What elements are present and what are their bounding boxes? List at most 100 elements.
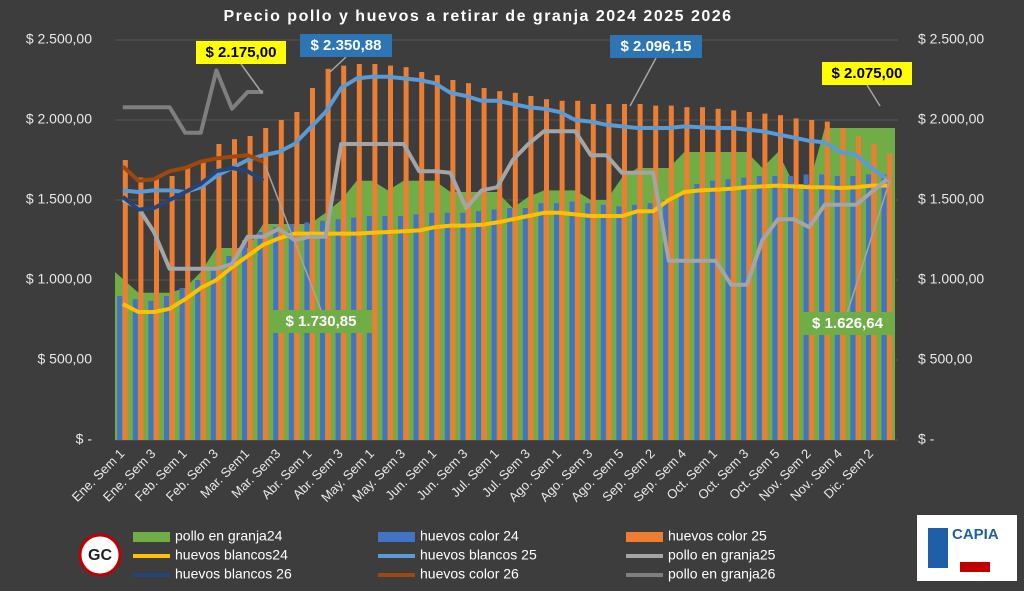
legend-label: huevos blancos24: [175, 547, 288, 563]
bar: [616, 206, 622, 440]
bar: [575, 100, 581, 441]
bar: [388, 65, 394, 440]
bar: [834, 176, 840, 440]
annotation: $ 2.096,15: [610, 35, 702, 107]
bar: [325, 68, 331, 441]
annotation-text: $ 2.096,15: [621, 38, 692, 55]
bar: [232, 139, 238, 440]
bar: [216, 144, 222, 440]
bar: [507, 208, 513, 440]
bar: [544, 99, 550, 440]
legend-label: pollo en granja26: [668, 566, 776, 582]
y2-tick-label: $ 1.500,00: [918, 191, 984, 207]
bar: [684, 107, 690, 440]
leader-line: [329, 56, 347, 73]
logo-band: [960, 562, 990, 572]
bar: [512, 92, 518, 441]
bar: [419, 72, 425, 440]
bar: [725, 179, 731, 440]
chart-title: Precio pollo y huevos a retirar de granj…: [223, 8, 732, 25]
legend-label: pollo en granja24: [175, 528, 283, 544]
logo-circle: [78, 533, 122, 577]
bar: [413, 214, 419, 440]
bar: [762, 113, 768, 440]
bar: [631, 204, 637, 440]
annotation-text: $ 2.075,00: [832, 65, 903, 82]
annotation: $ 2.350,88: [300, 34, 392, 73]
y-tick-label: $ 2.000,00: [26, 111, 92, 127]
bar: [138, 177, 144, 440]
leader-line: [866, 84, 881, 107]
bar: [715, 108, 721, 441]
y2-tick-label: $ 2.000,00: [918, 111, 984, 127]
logo-capia: CAPIA: [917, 515, 1017, 581]
legend-label: huevos blancos 26: [175, 566, 292, 582]
bar: [741, 177, 747, 440]
bar: [226, 256, 232, 440]
annotation-box: [300, 34, 392, 57]
bar: [356, 64, 362, 440]
annotation-box: [822, 62, 912, 85]
bar: [491, 209, 497, 440]
annotation: $ 1.626,64: [800, 179, 895, 335]
bar: [481, 88, 487, 440]
annotation-text: $ 2.175,00: [206, 44, 277, 61]
bar: [497, 91, 503, 440]
bar: [756, 176, 762, 440]
line: [121, 183, 888, 314]
bar: [647, 203, 653, 440]
legend-item: pollo en granja25: [626, 547, 776, 563]
bar: [819, 174, 825, 440]
bar: [185, 168, 191, 440]
bar: [278, 120, 284, 440]
bar: [200, 160, 206, 440]
bar: [341, 65, 347, 440]
annotation-box: [270, 310, 372, 333]
y2-tick-label: $ 500,00: [918, 351, 973, 367]
bar: [538, 203, 544, 440]
legend-swatch: [133, 532, 170, 542]
bar: [372, 64, 378, 440]
bar: [559, 100, 565, 441]
bar: [294, 112, 300, 440]
y-tick-label: $ 2.500,00: [26, 31, 92, 47]
legend-swatch: [378, 532, 415, 542]
bar: [772, 176, 778, 440]
bar: [824, 121, 830, 440]
bar: [600, 204, 606, 440]
bar: [803, 174, 809, 440]
bar: [460, 212, 466, 440]
bar: [840, 128, 846, 440]
bar: [793, 118, 799, 441]
bar: [132, 299, 138, 440]
bar: [403, 67, 409, 440]
bar: [585, 203, 591, 440]
bar: [429, 212, 435, 440]
line: [121, 153, 264, 183]
legend-label: huevos color 25: [668, 528, 767, 544]
bar: [148, 300, 154, 440]
bar: [522, 208, 528, 440]
legend-item: pollo en granja26: [626, 566, 776, 582]
line: [122, 68, 264, 135]
bar: [653, 105, 659, 440]
bar: [787, 176, 793, 440]
annotation-text: $ 1.730,85: [286, 313, 357, 330]
bar: [678, 192, 684, 440]
bar: [871, 144, 877, 440]
bar: [273, 227, 279, 440]
bar: [553, 203, 559, 440]
bar: [622, 104, 628, 440]
bar: [731, 110, 737, 441]
legend-item: pollo en granja24: [133, 528, 283, 544]
legend-item: huevos color 25: [626, 528, 767, 544]
annotation: $ 1.730,85: [264, 164, 372, 333]
bar: [709, 180, 715, 441]
legend-item: huevos color 24: [378, 528, 519, 544]
bar: [241, 240, 247, 440]
bar: [210, 267, 216, 440]
logo-text: GC: [88, 547, 112, 564]
legend-item: huevos blancos 26: [133, 566, 292, 582]
bar: [865, 174, 871, 440]
